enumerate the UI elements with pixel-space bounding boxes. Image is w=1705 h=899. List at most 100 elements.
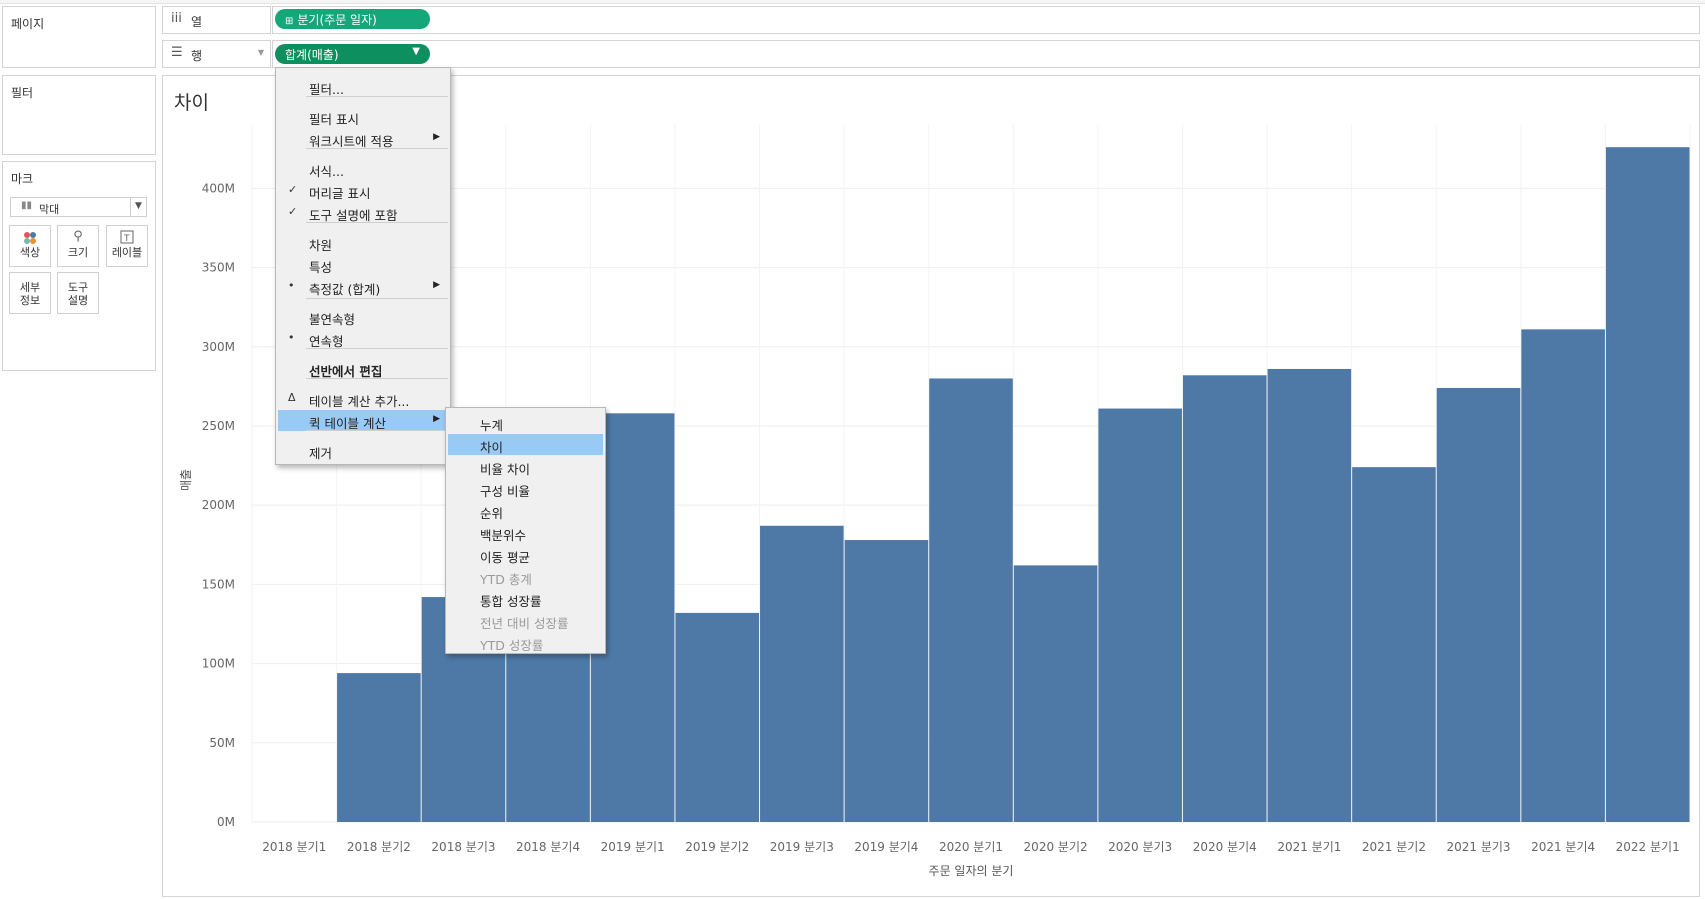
context-menu-item-label: 퀵 테이블 계산 bbox=[309, 416, 386, 431]
submenu-item[interactable]: 통합 성장률 bbox=[448, 588, 603, 609]
context-menu-item[interactable]: ✓ 머리글 표시 bbox=[278, 180, 448, 201]
bar bbox=[1267, 368, 1352, 822]
detail-button[interactable]: 세부 정보 bbox=[9, 272, 51, 314]
submenu-item[interactable]: 전년 대비 성장률 bbox=[448, 610, 603, 631]
submenu-item[interactable]: 차이 bbox=[448, 434, 603, 455]
rows-shelf-label: ☰ 행 ▼ bbox=[162, 40, 271, 68]
x-tick-label: 2019 분기4 bbox=[854, 840, 918, 854]
x-tick-label: 2019 분기1 bbox=[601, 840, 665, 854]
bar bbox=[1521, 329, 1605, 822]
x-tick-label: 2020 분기3 bbox=[1108, 840, 1172, 854]
filters-label: 필터 bbox=[11, 86, 34, 100]
context-menu-item[interactable]: 퀵 테이블 계산 ▶ bbox=[278, 410, 448, 431]
columns-shelf-label: iii 열 bbox=[162, 6, 271, 34]
context-menu-item-label: 서식... bbox=[309, 164, 344, 179]
context-menu-item[interactable]: ✓ 도구 설명에 포함 bbox=[278, 202, 448, 223]
bar bbox=[760, 525, 844, 822]
columns-pill[interactable]: ⊞ 분기(주문 일자) bbox=[275, 9, 430, 29]
rows-label: 행 bbox=[191, 49, 203, 63]
submenu-item[interactable]: YTD 총계 bbox=[448, 566, 603, 587]
mark-type-dropdown[interactable]: ▮▮ 막대 ▼ bbox=[10, 197, 147, 217]
context-menu-item-label: 제거 bbox=[309, 446, 333, 461]
y-tick-label: 200M bbox=[202, 498, 235, 512]
context-menu-item[interactable]: • 연속형 bbox=[278, 328, 448, 349]
svg-text:T: T bbox=[123, 234, 130, 244]
submenu-arrow-icon: ▶ bbox=[433, 132, 440, 142]
submenu-item[interactable]: YTD 성장률 bbox=[448, 632, 603, 653]
x-axis-label: 주문 일자의 분기 bbox=[929, 864, 1014, 878]
size-icon: ⚲ bbox=[73, 229, 83, 244]
context-menu-item[interactable]: 서식... bbox=[278, 158, 448, 179]
submenu-item[interactable]: 백분위수 bbox=[448, 522, 603, 543]
context-menu-item[interactable]: 특성 bbox=[278, 254, 448, 275]
x-tick-label: 2018 분기2 bbox=[347, 840, 411, 854]
bar bbox=[337, 673, 421, 822]
submenu-item-label: 비율 차이 bbox=[480, 462, 530, 477]
context-menu-item[interactable]: • 측정값 (합계) ▶ bbox=[278, 276, 448, 297]
context-menu-item-label: 차원 bbox=[309, 238, 333, 253]
rows-shelf[interactable] bbox=[272, 40, 1700, 68]
rows-pill[interactable]: 합계(매출) ▼ bbox=[275, 44, 430, 64]
chevron-down-icon: ▼ bbox=[130, 198, 146, 216]
size-label: 크기 bbox=[67, 246, 89, 259]
y-tick-label: 400M bbox=[202, 181, 235, 195]
context-menu-item[interactable]: 선반에서 편집 bbox=[278, 358, 448, 379]
x-tick-label: 2019 분기3 bbox=[770, 840, 834, 854]
submenu-item-label: YTD 총계 bbox=[480, 572, 532, 587]
context-menu-item[interactable]: 불연속형 bbox=[278, 306, 448, 327]
submenu-item[interactable]: 순위 bbox=[448, 500, 603, 521]
submenu-item-label: 이동 평균 bbox=[480, 550, 530, 565]
rows-pill-label: 합계(매출) bbox=[285, 48, 339, 62]
submenu-item[interactable]: 누계 bbox=[448, 412, 603, 433]
x-tick-label: 2021 분기3 bbox=[1446, 840, 1510, 854]
submenu-item-label: 구성 비율 bbox=[480, 484, 530, 499]
y-tick-label: 0M bbox=[217, 815, 235, 829]
submenu-item[interactable]: 구성 비율 bbox=[448, 478, 603, 499]
menu-separator bbox=[306, 348, 448, 349]
columns-pill-label: 분기(주문 일자) bbox=[297, 13, 377, 27]
columns-shelf[interactable] bbox=[272, 6, 1700, 34]
context-menu-item-label: 필터 표시 bbox=[309, 112, 359, 127]
bar bbox=[1182, 375, 1267, 822]
bar bbox=[675, 612, 760, 822]
context-menu-item[interactable]: 제거 bbox=[278, 440, 448, 461]
pages-panel[interactable]: 페이지 bbox=[2, 6, 156, 68]
bar bbox=[929, 378, 1013, 822]
y-tick-label: 300M bbox=[202, 340, 235, 354]
submenu-item-label: 전년 대비 성장률 bbox=[480, 616, 569, 631]
bar bbox=[844, 540, 929, 822]
y-tick-label: 50M bbox=[209, 736, 235, 750]
submenu-item[interactable]: 비율 차이 bbox=[448, 456, 603, 477]
context-menu-item-label: 테이블 계산 추가... bbox=[309, 394, 410, 409]
y-tick-label: 150M bbox=[202, 577, 235, 591]
check-icon: ✓ bbox=[288, 205, 298, 218]
submenu-item[interactable]: 이동 평균 bbox=[448, 544, 603, 565]
filters-panel[interactable]: 필터 bbox=[2, 75, 156, 155]
context-menu-item[interactable]: Δ 테이블 계산 추가... bbox=[278, 388, 448, 409]
context-menu-item[interactable]: 차원 bbox=[278, 232, 448, 253]
size-button[interactable]: ⚲ 크기 bbox=[57, 225, 99, 267]
x-tick-label: 2021 분기1 bbox=[1277, 840, 1341, 854]
x-tick-label: 2020 분기4 bbox=[1193, 840, 1257, 854]
menu-separator bbox=[306, 298, 448, 299]
detail-label: 세부 정보 bbox=[19, 281, 41, 307]
menu-separator bbox=[306, 430, 448, 431]
context-menu-item-label: 필터... bbox=[309, 82, 344, 97]
context-menu-item-label: 측정값 (합계) bbox=[309, 282, 381, 297]
bar bbox=[1436, 387, 1521, 822]
context-menu-item[interactable]: 필터 표시 bbox=[278, 106, 448, 127]
context-menu-item-label: 선반에서 편집 bbox=[309, 364, 383, 379]
tooltip-button[interactable]: 도구 설명 bbox=[57, 272, 99, 314]
context-menu-item[interactable]: 필터... bbox=[278, 76, 448, 97]
y-tick-label: 250M bbox=[202, 419, 235, 433]
context-menu-item-label: 불연속형 bbox=[309, 312, 356, 327]
color-button[interactable]: 색상 bbox=[9, 225, 51, 267]
label-button[interactable]: T 레이블 bbox=[106, 225, 148, 267]
context-menu-item[interactable]: 워크시트에 적용 ▶ bbox=[278, 128, 448, 149]
chevron-down-icon: ▼ bbox=[257, 48, 264, 57]
submenu-item-label: 누계 bbox=[480, 418, 504, 433]
y-tick-label: 100M bbox=[202, 657, 235, 671]
x-tick-label: 2020 분기2 bbox=[1024, 840, 1088, 854]
